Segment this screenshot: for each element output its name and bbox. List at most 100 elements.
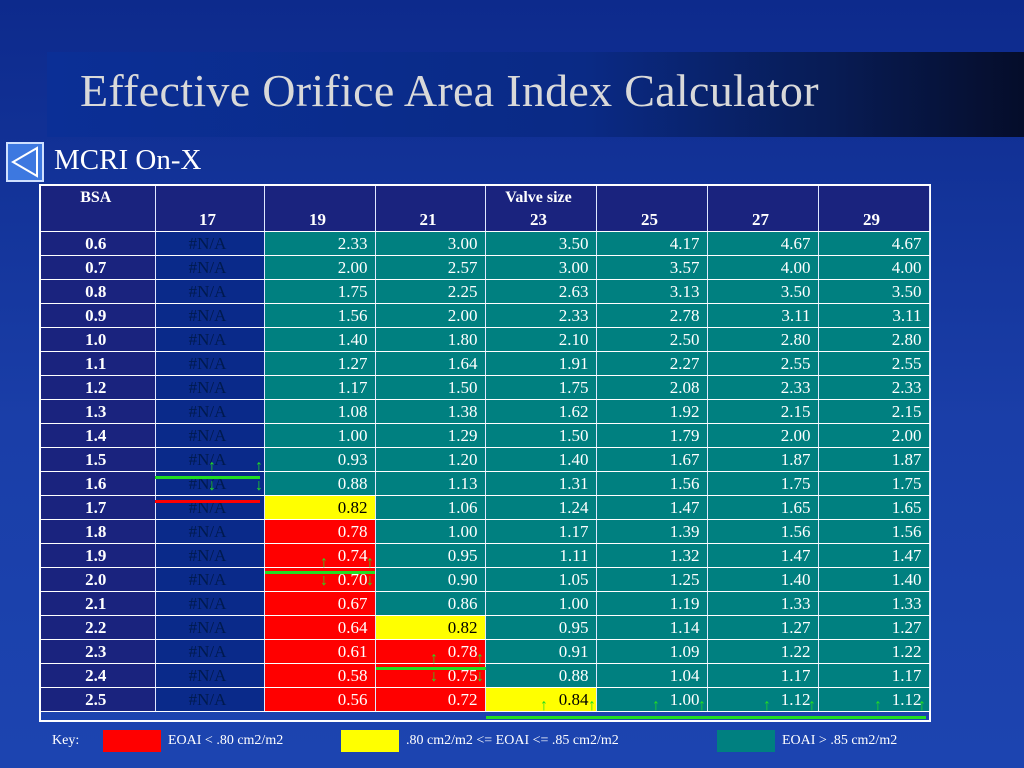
eoai-cell: 1.09: [596, 639, 708, 664]
eoai-cell: 1.11: [485, 543, 597, 568]
eoai-cell: 1.24: [485, 495, 597, 520]
eoai-cell: 1.22: [707, 639, 819, 664]
arrow-down-icon: ↓: [366, 572, 374, 589]
arrow-down-icon: ↓: [208, 477, 216, 494]
eoai-cell: 1.75: [485, 375, 597, 400]
annotation-line: [486, 716, 926, 719]
eoai-cell: 1.22: [818, 639, 930, 664]
eoai-cell: 2.78: [596, 303, 708, 328]
eoai-cell: 0.64: [264, 615, 376, 640]
eoai-cell: 1.27: [818, 615, 930, 640]
arrow-up-icon: ↑: [320, 554, 328, 571]
eoai-cell: 0.84: [485, 687, 597, 712]
eoai-cell: 3.00: [485, 255, 597, 280]
arrow-up-icon: ↑: [430, 650, 438, 667]
eoai-cell: 1.38: [375, 399, 486, 424]
annotation-line: [376, 667, 486, 670]
table-row: 1.9 #N/A 0.74 0.95 1.11 1.32 1.47 1.47: [41, 543, 930, 568]
eoai-cell: 1.75: [264, 279, 376, 304]
eoai-cell: #N/A: [155, 663, 265, 688]
eoai-cell: 0.72: [375, 687, 486, 712]
key-swatch-teal: [717, 730, 775, 752]
eoai-cell: 2.00: [375, 303, 486, 328]
eoai-cell: 1.67: [596, 447, 708, 472]
eoai-cell: #N/A: [155, 327, 265, 352]
eoai-cell: 1.50: [485, 423, 597, 448]
back-button[interactable]: [6, 142, 44, 182]
eoai-cell: 1.12: [818, 687, 930, 712]
eoai-cell: 1.56: [264, 303, 376, 328]
eoai-cell: 3.13: [596, 279, 708, 304]
eoai-cell: 2.55: [818, 351, 930, 376]
eoai-cell: 1.06: [375, 495, 486, 520]
table-row: 2.3 #N/A 0.61 0.78 0.91 1.09 1.22 1.22: [41, 639, 930, 664]
eoai-cell: 1.87: [818, 447, 930, 472]
eoai-cell: #N/A: [155, 423, 265, 448]
eoai-cell: 1.92: [596, 399, 708, 424]
bsa-cell: 1.3: [41, 399, 156, 424]
bsa-cell: 1.0: [41, 327, 156, 352]
eoai-cell: 4.17: [596, 231, 708, 256]
table-row: 1.7 #N/A 0.82 1.06 1.24 1.47 1.65 1.65: [41, 495, 930, 520]
eoai-cell: #N/A: [155, 471, 265, 496]
eoai-cell: 1.17: [264, 375, 376, 400]
eoai-cell: 2.25: [375, 279, 486, 304]
eoai-cell: 1.47: [596, 495, 708, 520]
eoai-cell: #N/A: [155, 351, 265, 376]
arrow-up-icon: ↑: [808, 697, 816, 714]
arrow-up-icon: ↑: [874, 697, 882, 714]
eoai-cell: 2.50: [596, 327, 708, 352]
eoai-cell: 2.08: [596, 375, 708, 400]
eoai-cell: 2.15: [707, 399, 819, 424]
table-row: 1.3 #N/A 1.08 1.38 1.62 1.92 2.15 2.15: [41, 399, 930, 424]
arrow-down-icon: ↓: [430, 668, 438, 685]
eoai-cell: 1.14: [596, 615, 708, 640]
eoai-cell: 3.50: [485, 231, 597, 256]
eoai-cell: 1.00: [596, 687, 708, 712]
eoai-table: BSA Valve size 17 19 21 23 25 27 29 0.6 #N/A 2.3…: [41, 186, 930, 712]
eoai-cell: 3.57: [596, 255, 708, 280]
eoai-cell: #N/A: [155, 591, 265, 616]
eoai-cell: 4.00: [707, 255, 819, 280]
eoai-cell: #N/A: [155, 687, 265, 712]
bsa-cell: 0.7: [41, 255, 156, 280]
key-swatch-yellow: [341, 730, 399, 752]
eoai-cell: 1.27: [707, 615, 819, 640]
eoai-cell: 2.33: [264, 231, 376, 256]
eoai-cell: 2.33: [818, 375, 930, 400]
eoai-cell: #N/A: [155, 231, 265, 256]
eoai-cell: 1.40: [264, 327, 376, 352]
eoai-cell: 0.86: [375, 591, 486, 616]
arrow-up-icon: ↑: [698, 697, 706, 714]
bsa-cell: 1.2: [41, 375, 156, 400]
table-row: 1.1 #N/A 1.27 1.64 1.91 2.27 2.55 2.55: [41, 351, 930, 376]
eoai-cell: 1.13: [375, 471, 486, 496]
valve-size-17: 17: [155, 209, 265, 232]
table-row: 0.6 #N/A 2.33 3.00 3.50 4.17 4.67 4.67: [41, 231, 930, 256]
eoai-cell: 2.57: [375, 255, 486, 280]
bsa-cell: 0.9: [41, 303, 156, 328]
eoai-cell: 1.56: [818, 519, 930, 544]
bsa-header: BSA: [41, 186, 156, 209]
table-row: 2.2 #N/A 0.64 0.82 0.95 1.14 1.27 1.27: [41, 615, 930, 640]
arrow-up-icon: ↑: [540, 697, 548, 714]
arrow-up-icon: ↑: [476, 650, 484, 667]
valve-size-19: 19: [264, 209, 376, 232]
eoai-cell: 1.05: [485, 567, 597, 592]
table-row: 0.7 #N/A 2.00 2.57 3.00 3.57 4.00 4.00: [41, 255, 930, 280]
annotation-line: [155, 500, 260, 503]
valve-size-25: 25: [596, 209, 708, 232]
arrow-up-icon: ↑: [918, 697, 926, 714]
eoai-cell: 0.58: [264, 663, 376, 688]
eoai-cell: #N/A: [155, 519, 265, 544]
eoai-cell: 2.00: [818, 423, 930, 448]
eoai-cell: 1.75: [707, 471, 819, 496]
eoai-cell: 1.40: [707, 567, 819, 592]
eoai-cell: #N/A: [155, 255, 265, 280]
eoai-cell: 4.67: [707, 231, 819, 256]
eoai-cell: 0.90: [375, 567, 486, 592]
eoai-cell: 4.67: [818, 231, 930, 256]
eoai-cell: 1.65: [818, 495, 930, 520]
eoai-cell: 2.00: [264, 255, 376, 280]
eoai-cell: 4.00: [818, 255, 930, 280]
